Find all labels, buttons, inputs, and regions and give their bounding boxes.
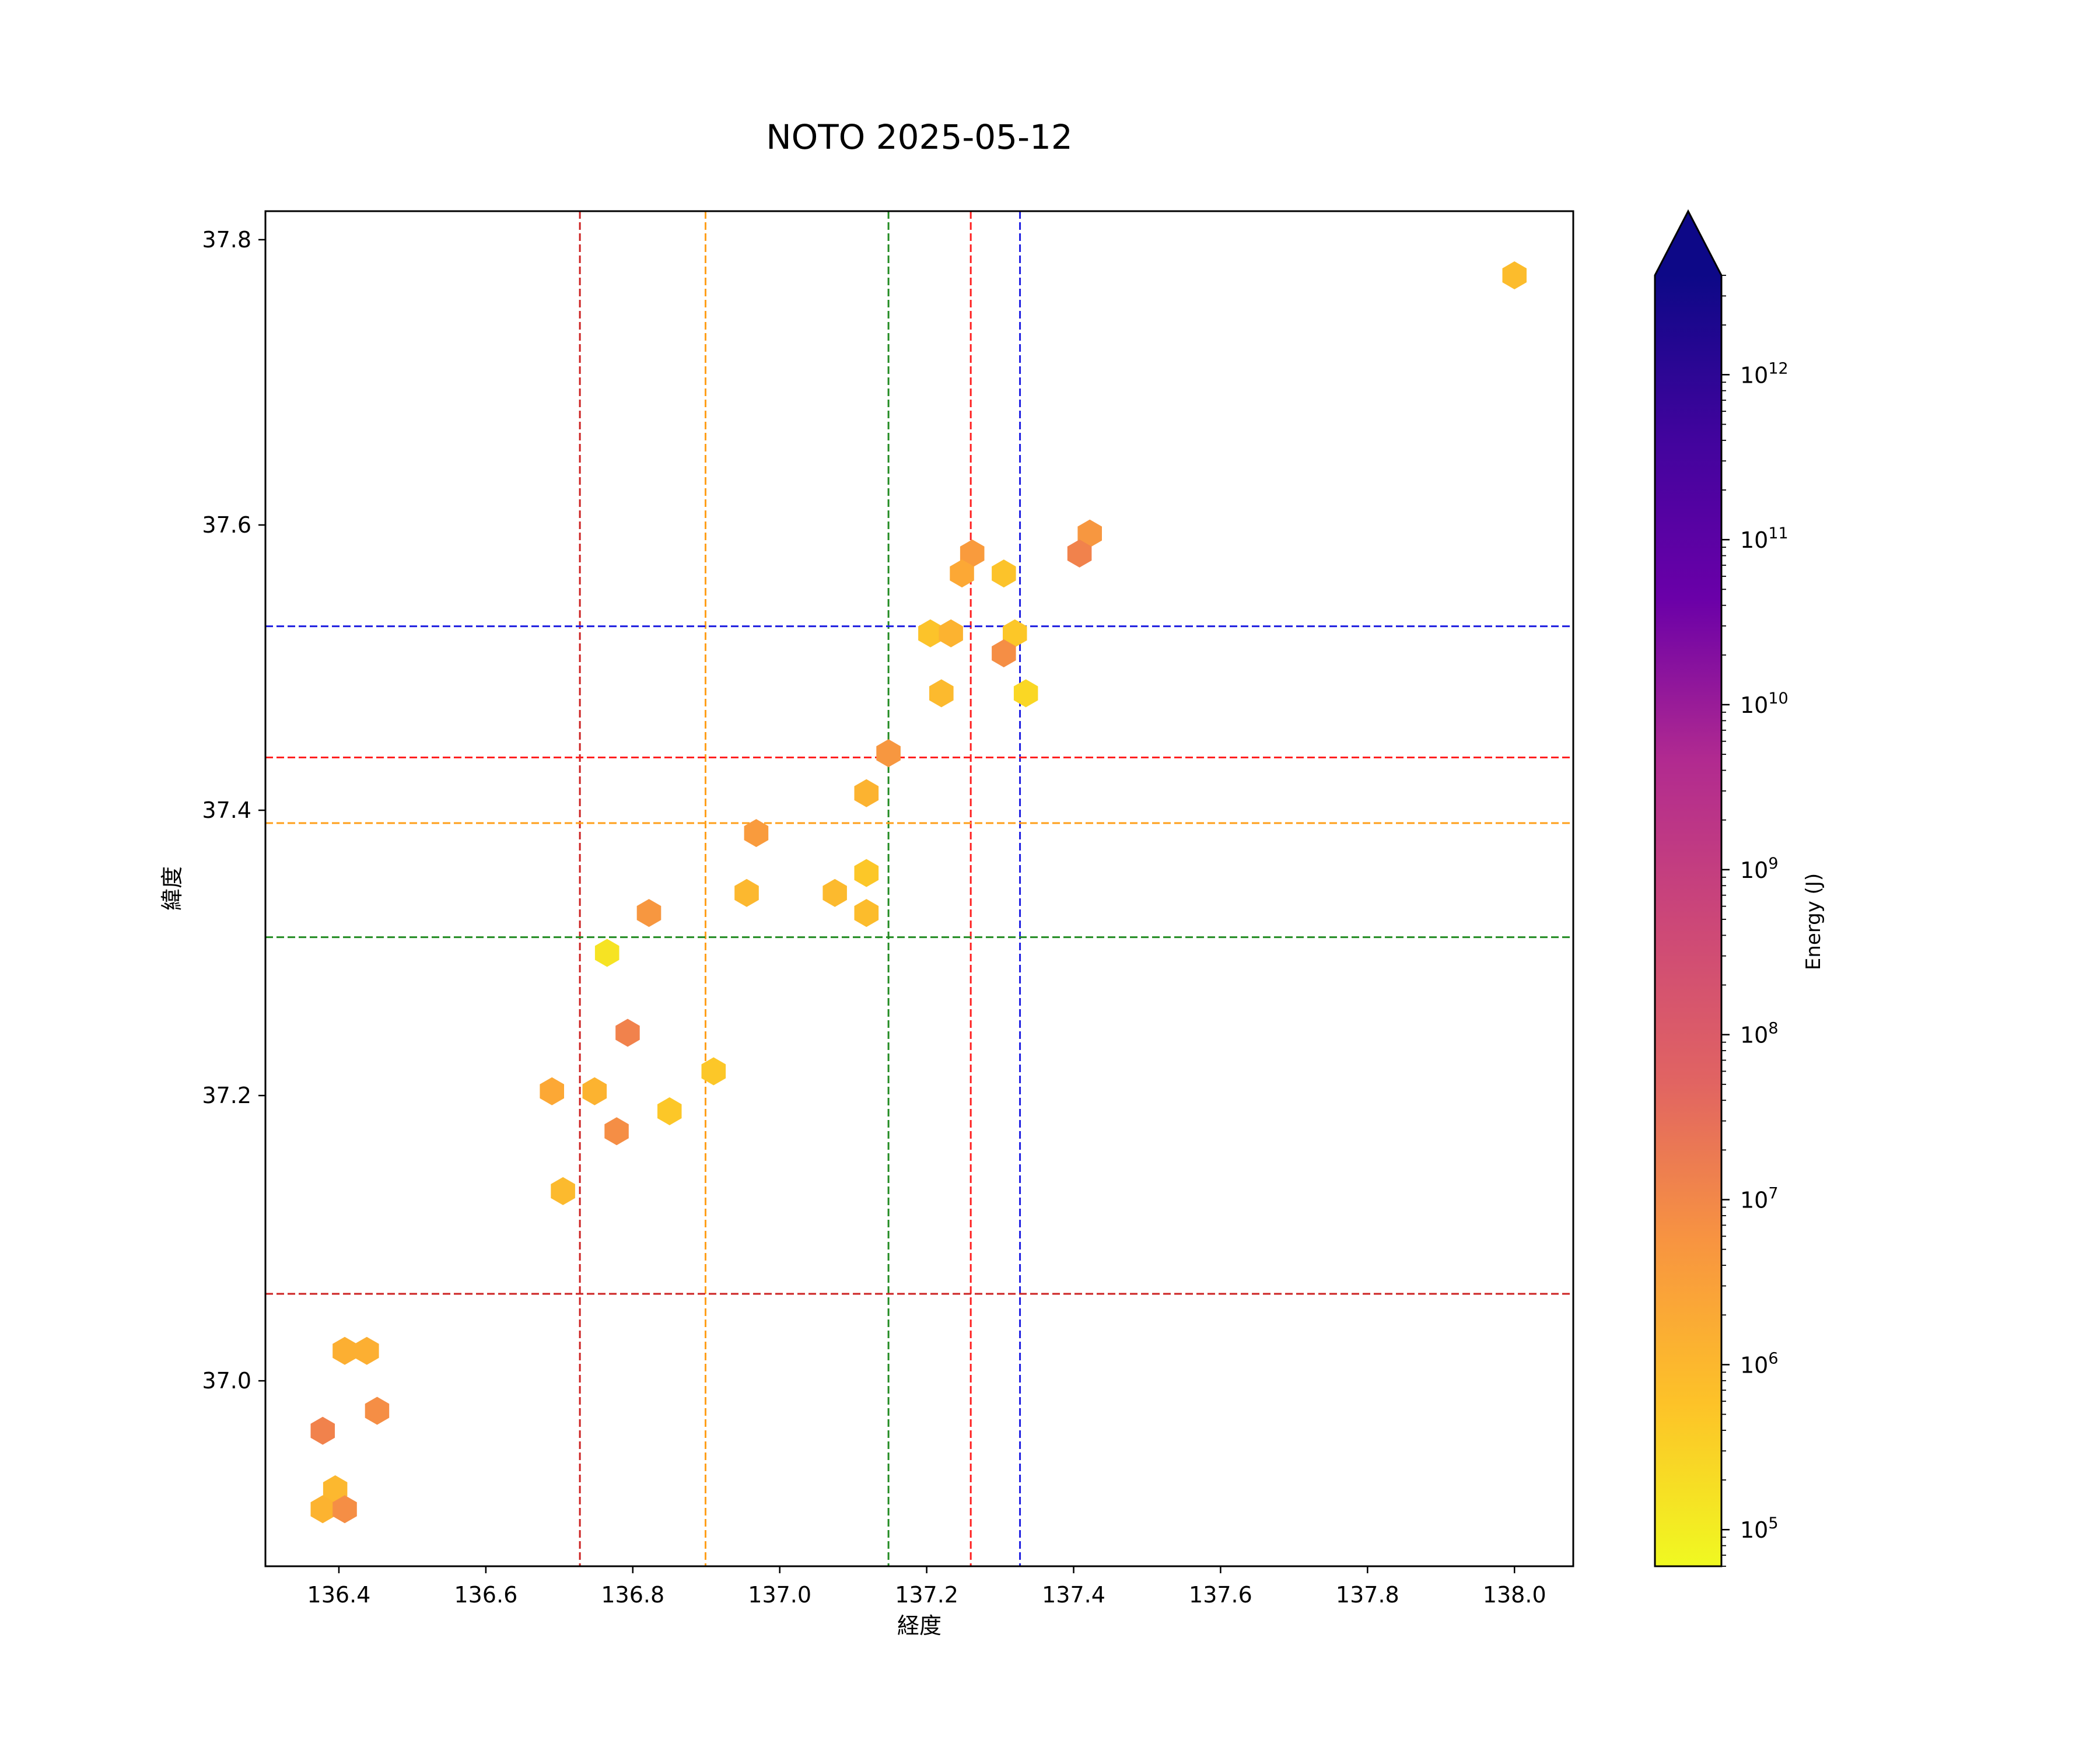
x-tick-label: 137.4 [1042, 1582, 1105, 1608]
hexbin-point [1067, 539, 1092, 568]
hexbin-point [636, 899, 662, 928]
y-tick-label: 37.8 [202, 227, 251, 253]
hexbin-point [822, 878, 847, 907]
hexbin-point [744, 819, 769, 848]
hexbin-point [734, 878, 759, 907]
colorbar-tick-label: 1011 [1740, 524, 1788, 553]
x-axis-label: 経度 [897, 1613, 942, 1639]
x-tick-label: 136.8 [601, 1582, 664, 1608]
y-tick-label: 37.0 [202, 1368, 251, 1394]
colorbar-outline [1654, 209, 1723, 1567]
x-tick-label: 136.6 [454, 1582, 517, 1608]
colorbar: 105 106 107 108 109 1010 1011 1012 Energy (J) [1654, 209, 1825, 1567]
x-tick-label: 137.6 [1189, 1582, 1252, 1608]
hexbin-point [701, 1057, 726, 1086]
colorbar-tick-label: 109 [1740, 855, 1779, 883]
hexbin-point [992, 559, 1016, 588]
reference-lines [265, 211, 1573, 1566]
hexbin-point [939, 619, 963, 648]
hexbin-point [310, 1495, 335, 1524]
hexbin-point [929, 679, 954, 708]
hexbin-point [950, 559, 974, 588]
hexbin-point [854, 779, 879, 807]
x-tick-label: 137.0 [748, 1582, 811, 1608]
hexbin-point [1013, 679, 1038, 708]
hexbin-point [960, 539, 985, 568]
hexbin-point [992, 639, 1016, 667]
y-tick-label: 37.4 [202, 797, 251, 823]
hexbin-point [1003, 619, 1027, 648]
chart-title: NOTO 2025-05-12 [766, 117, 1073, 157]
hexbin-point [1077, 519, 1102, 548]
x-tick-label: 138.0 [1483, 1582, 1546, 1608]
plot-frame [264, 210, 1574, 1567]
hexbin-point [332, 1495, 357, 1524]
hexbin-point [854, 859, 879, 887]
hexbin-point [551, 1177, 575, 1205]
colorbar-label: Energy (J) [1802, 873, 1825, 970]
colorbar-tick-label: 1012 [1740, 359, 1788, 388]
x-tick-label: 136.4 [307, 1582, 371, 1608]
hexbin-point [1502, 261, 1527, 289]
colorbar-tick-label: 107 [1740, 1185, 1779, 1213]
hexbin-point [332, 1336, 357, 1365]
hexbin-point [876, 739, 901, 768]
colorbar-tick-label: 1010 [1740, 690, 1788, 718]
colorbar-tick-label: 106 [1740, 1349, 1779, 1378]
y-axis: 37.0 37.2 37.4 37.6 37.8 [202, 227, 265, 1394]
colorbar-tick-label: 105 [1740, 1514, 1779, 1543]
colorbar-extend-arrow [1655, 211, 1721, 275]
y-tick-label: 37.6 [202, 512, 251, 538]
hexbin-point [918, 619, 943, 648]
hexbin-point [310, 1416, 335, 1445]
x-axis: 136.4 136.6 136.8 137.0 137.2 137.4 137.6 137.8… [307, 1566, 1546, 1608]
hexbin-point [355, 1336, 379, 1365]
y-tick-label: 37.2 [202, 1083, 251, 1108]
colorbar-ticks: 105 106 107 108 109 1010 1011 1012 [1721, 275, 1788, 1567]
y-axis-label: 緯度 [159, 866, 185, 911]
hexbin-point [615, 1019, 640, 1047]
hexbin-point [323, 1475, 348, 1503]
hexbin-point [540, 1077, 564, 1105]
colorbar-gradient [1655, 275, 1721, 1566]
colorbar-tick-label: 108 [1740, 1020, 1779, 1048]
hexbin-point [594, 939, 620, 967]
x-tick-label: 137.8 [1336, 1582, 1399, 1608]
hexbin-point [582, 1077, 607, 1105]
hexbin-point [657, 1097, 682, 1125]
hexbin-point [365, 1396, 390, 1425]
x-tick-label: 137.2 [895, 1582, 958, 1608]
hexbin-point [604, 1117, 629, 1146]
data-points [310, 261, 1527, 1524]
hexbin-point [854, 899, 879, 928]
